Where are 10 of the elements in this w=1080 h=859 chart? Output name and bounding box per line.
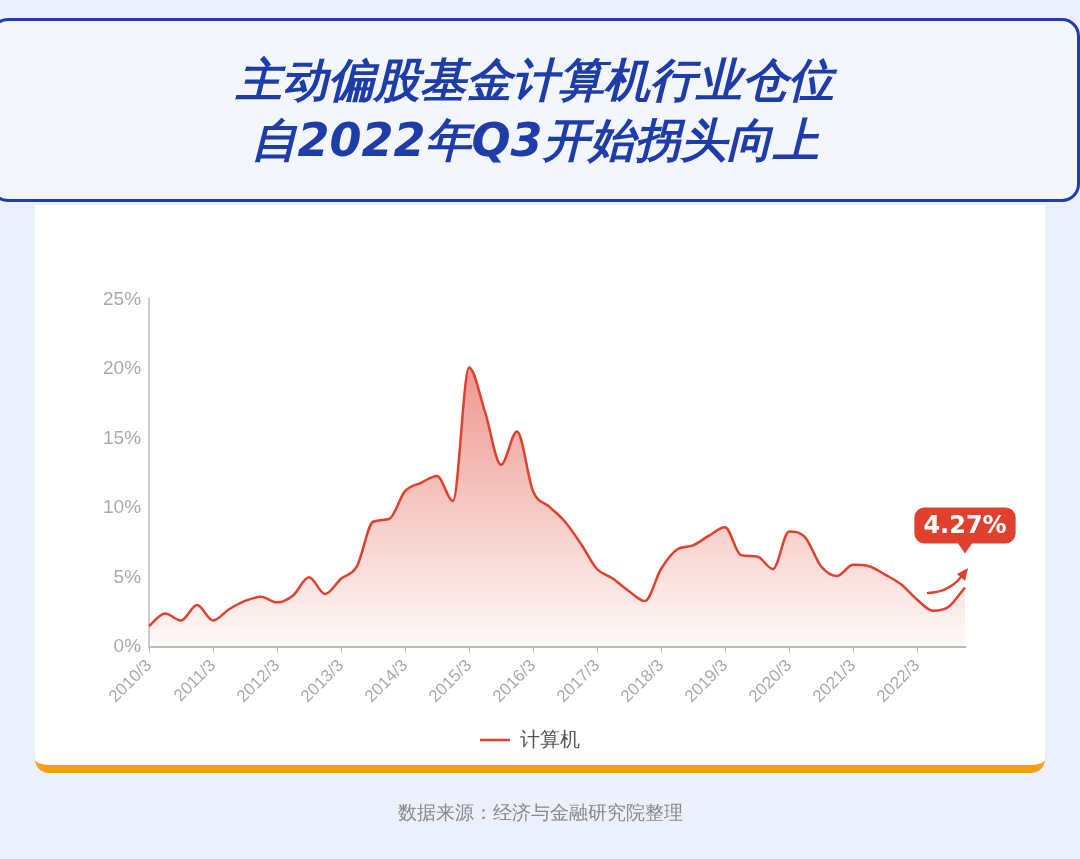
y-tick-label: 25% bbox=[103, 287, 142, 309]
data-label: 4.27% bbox=[923, 510, 1007, 539]
y-tick-label: 20% bbox=[103, 357, 142, 379]
y-tick-label: 15% bbox=[103, 426, 142, 448]
y-tick-label: 0% bbox=[113, 635, 142, 657]
y-tick-label: 10% bbox=[103, 496, 142, 518]
y-tick-label: 5% bbox=[113, 565, 142, 587]
source-note: 数据来源：经济与金融研究院整理 bbox=[396, 800, 684, 825]
chart-title: 主动偏股基金计算机行业仓位自2022年Q3开始拐头向上 bbox=[234, 52, 838, 169]
legend-label: 计算机 bbox=[520, 727, 580, 750]
